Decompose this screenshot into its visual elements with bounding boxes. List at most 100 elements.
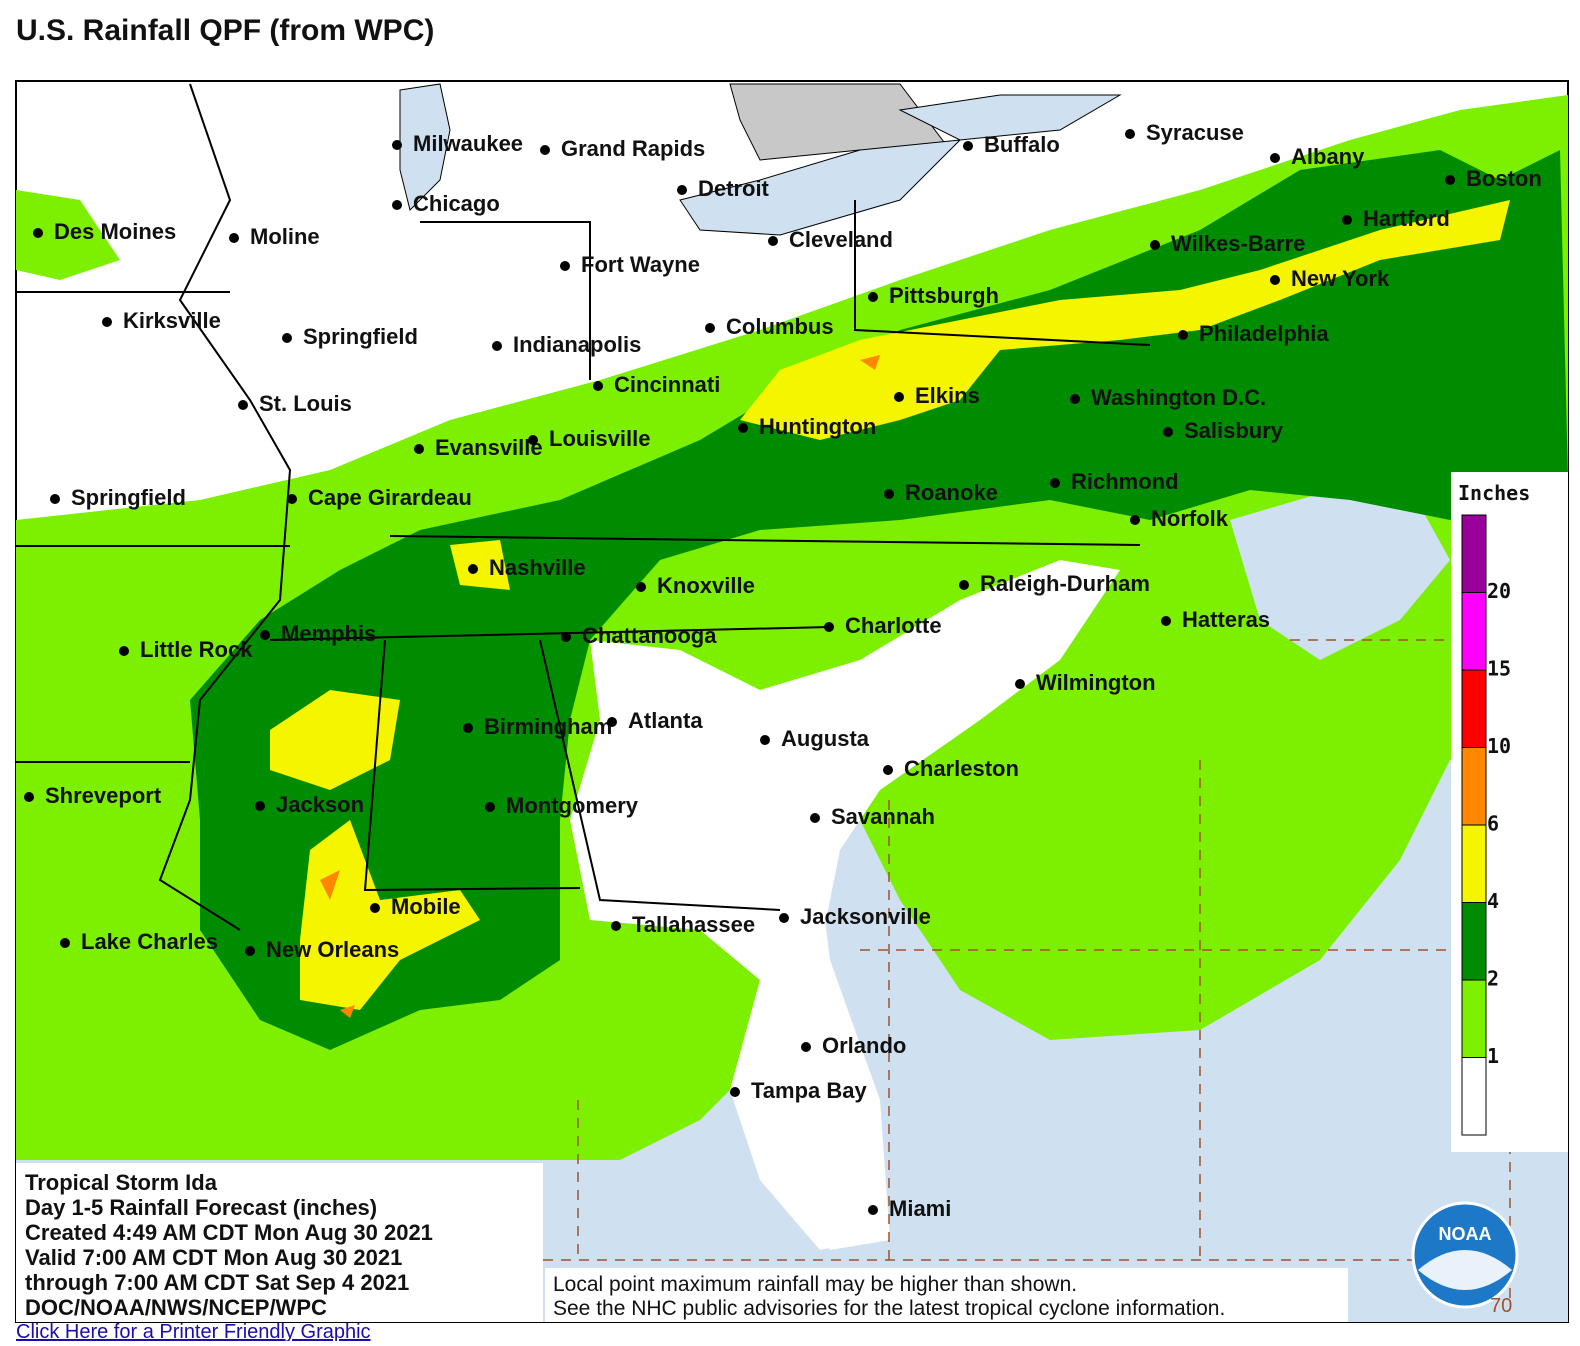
city-dot [730, 1087, 740, 1097]
legend-swatch [1461, 747, 1487, 826]
city-dot [824, 622, 834, 632]
city-label: Norfolk [1151, 506, 1229, 531]
city-label: Springfield [71, 485, 186, 510]
city-dot [884, 489, 894, 499]
city-dot [1342, 215, 1352, 225]
rain-4-6 [450, 540, 510, 590]
info-line: Created 4:49 AM CDT Mon Aug 30 2021 [25, 1220, 433, 1245]
info-line: Tropical Storm Ida [25, 1170, 218, 1195]
legend-swatch [1461, 1057, 1487, 1136]
legend-swatch [1461, 979, 1487, 1058]
printer-link[interactable]: Click Here for a Printer Friendly Graphi… [16, 1321, 371, 1343]
city-dot [485, 802, 495, 812]
city-label: Memphis [281, 621, 376, 646]
city-label: Jackson [276, 792, 364, 817]
city-label: Savannah [831, 804, 935, 829]
legend-swatch [1461, 902, 1487, 981]
city-dot [868, 1205, 878, 1215]
city-dot [560, 261, 570, 271]
city-dot [260, 630, 270, 640]
city-label: Orlando [822, 1033, 906, 1058]
city-label: Huntington [759, 414, 876, 439]
rain-2-4 [190, 150, 1568, 1050]
rain-4-6 [270, 690, 400, 790]
city-dot [102, 317, 112, 327]
city-dot [24, 792, 34, 802]
city-label: New York [1291, 266, 1390, 291]
city-label: Moline [250, 224, 320, 249]
rain-1-2 [16, 190, 120, 280]
city-label: Boston [1466, 166, 1542, 191]
info-line: through 7:00 AM CDT Sat Sep 4 2021 [25, 1270, 409, 1295]
city-dot [1150, 240, 1160, 250]
city-dot [738, 423, 748, 433]
city-label: Wilmington [1036, 670, 1156, 695]
lake [399, 83, 451, 211]
info-line: DOC/NOAA/NWS/NCEP/WPC [25, 1295, 327, 1320]
city-label: Montgomery [506, 793, 639, 818]
city-label: Knoxville [657, 573, 755, 598]
city-dot [50, 494, 60, 504]
city-dot [255, 801, 265, 811]
rain-4-6 [740, 200, 1510, 440]
page-title: U.S. Rainfall QPF (from WPC) [16, 14, 434, 47]
city-dot [528, 435, 538, 445]
city-dot [894, 392, 904, 402]
legend-title: Inches [1458, 481, 1530, 505]
legend-swatch [1461, 592, 1487, 671]
city-dot [60, 938, 70, 948]
note-line: Local point maximum rainfall may be high… [553, 1273, 1077, 1296]
city-label: Charleston [904, 756, 1019, 781]
city-label: New Orleans [266, 937, 399, 962]
city-dot [229, 233, 239, 243]
city-label: Indianapolis [513, 332, 641, 357]
no-rain [570, 560, 1120, 1250]
lake [679, 139, 962, 236]
city-label: Roanoke [905, 480, 998, 505]
legend-tick-label: 2 [1487, 967, 1499, 991]
map [15, 80, 1569, 1323]
city-label: Kirksville [123, 308, 221, 333]
city-dot [414, 444, 424, 454]
city-label: Cape Girardeau [308, 485, 472, 510]
borders [16, 83, 1151, 931]
city-dot [392, 200, 402, 210]
city-dot [492, 341, 502, 351]
city-label: Augusta [781, 726, 870, 751]
city-label: St. Louis [259, 391, 352, 416]
city-dot [963, 141, 973, 151]
city-label: Washington D.C. [1091, 385, 1266, 410]
city-label: Fort Wayne [581, 252, 700, 277]
city-dot [287, 494, 297, 504]
city-label: Albany [1291, 144, 1365, 169]
city-dot [883, 765, 893, 775]
legend-tick-label: 15 [1487, 657, 1511, 681]
city-dot [1070, 394, 1080, 404]
city-dot [705, 323, 715, 333]
city-label: Miami [889, 1196, 951, 1221]
legend: Inches 1 2 4 6 10 15 20 [1451, 472, 1568, 1152]
city-dot [238, 400, 248, 410]
city-dot [1050, 478, 1060, 488]
city-label: Charlotte [845, 613, 942, 638]
city-dot [392, 140, 402, 150]
city-dot [1161, 616, 1171, 626]
noaa-logo-bird [1418, 1250, 1512, 1290]
legend-swatch [1461, 669, 1487, 748]
legend-tick-label: 6 [1487, 812, 1499, 836]
city-dot [540, 145, 550, 155]
legend-tick-label: 1 [1487, 1044, 1499, 1068]
city-label: Des Moines [54, 219, 176, 244]
city-label: Louisville [549, 426, 650, 451]
city-label: Columbus [726, 314, 834, 339]
city-dot [1178, 330, 1188, 340]
city-label: Jacksonville [800, 904, 931, 929]
city-dot [607, 717, 617, 727]
city-label: Atlanta [628, 708, 703, 733]
city-dot [33, 228, 43, 238]
legend-swatch [1461, 514, 1487, 593]
rain-4-6 [300, 820, 480, 1010]
city-label: Chicago [413, 191, 500, 216]
city-dot [463, 723, 473, 733]
